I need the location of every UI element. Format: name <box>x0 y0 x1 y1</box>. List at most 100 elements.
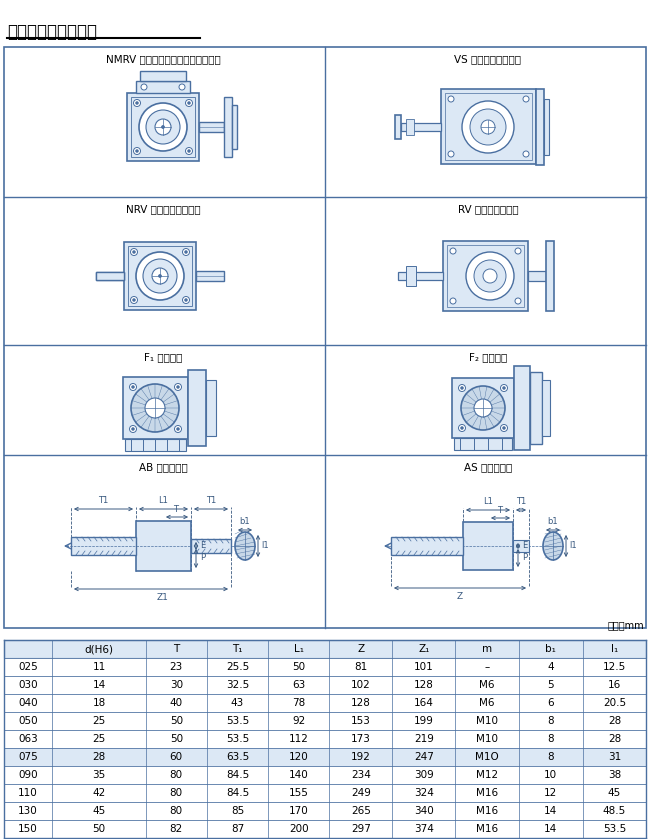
Text: 102: 102 <box>351 680 370 690</box>
Circle shape <box>139 103 187 151</box>
Circle shape <box>460 387 463 389</box>
Text: 040: 040 <box>18 698 38 708</box>
Bar <box>452 378 514 438</box>
Bar <box>4 766 646 784</box>
Circle shape <box>450 298 456 304</box>
Text: NMRV 带输入法兰减速机（配电机）: NMRV 带输入法兰减速机（配电机） <box>105 54 220 64</box>
Text: AS 单向输出轴: AS 单向输出轴 <box>464 462 512 472</box>
Circle shape <box>133 148 140 154</box>
Text: Z: Z <box>358 644 364 654</box>
Text: 249: 249 <box>351 788 370 798</box>
Text: M16: M16 <box>476 806 498 816</box>
Circle shape <box>155 119 171 135</box>
Bar <box>514 366 530 450</box>
Text: M16: M16 <box>476 788 498 798</box>
Text: M10: M10 <box>476 716 498 726</box>
Circle shape <box>185 251 187 253</box>
Text: 120: 120 <box>289 752 309 762</box>
Bar <box>406 119 414 135</box>
Bar <box>398 272 443 280</box>
Text: d(H6): d(H6) <box>84 644 114 654</box>
Circle shape <box>133 299 135 301</box>
Bar <box>4 730 646 748</box>
Text: 063: 063 <box>18 734 38 744</box>
Bar <box>395 115 401 139</box>
Text: 单位：mm: 单位：mm <box>607 620 644 630</box>
Text: 25: 25 <box>92 716 105 726</box>
Circle shape <box>135 149 138 153</box>
Text: 45: 45 <box>608 788 621 798</box>
Circle shape <box>133 251 135 253</box>
Circle shape <box>129 383 136 390</box>
Text: T: T <box>174 505 179 514</box>
Text: 48.5: 48.5 <box>603 806 626 816</box>
Bar <box>96 272 124 280</box>
Text: Z₁: Z₁ <box>418 644 430 654</box>
Bar <box>206 380 216 436</box>
Text: b1: b1 <box>548 517 558 526</box>
Text: b1: b1 <box>240 517 250 526</box>
Text: T1: T1 <box>516 497 526 506</box>
Bar <box>445 93 532 160</box>
Circle shape <box>141 84 147 90</box>
Circle shape <box>145 398 165 418</box>
Text: F₂ 输出法兰: F₂ 输出法兰 <box>469 352 507 362</box>
Text: 265: 265 <box>351 806 370 816</box>
Circle shape <box>174 425 181 432</box>
Text: RV 带延伸的轴输入: RV 带延伸的轴输入 <box>458 204 518 214</box>
Text: 28: 28 <box>608 716 621 726</box>
Bar <box>123 377 188 439</box>
Bar <box>128 246 192 306</box>
Text: l1: l1 <box>569 541 577 550</box>
Bar <box>391 537 463 555</box>
Circle shape <box>500 384 508 392</box>
Text: 85: 85 <box>231 806 244 816</box>
Text: 14: 14 <box>544 824 557 834</box>
Text: 四、输入输出方式图: 四、输入输出方式图 <box>7 23 97 41</box>
Text: 25: 25 <box>92 734 105 744</box>
Text: 53.5: 53.5 <box>603 824 626 834</box>
Circle shape <box>458 425 465 431</box>
Bar <box>136 81 190 93</box>
Circle shape <box>177 385 179 388</box>
Circle shape <box>474 260 506 292</box>
Text: E: E <box>200 541 205 550</box>
Circle shape <box>133 100 140 107</box>
Text: 374: 374 <box>414 824 434 834</box>
Text: T: T <box>497 506 502 515</box>
Text: 12.5: 12.5 <box>603 662 626 672</box>
Circle shape <box>131 428 135 430</box>
Text: T1: T1 <box>98 496 109 505</box>
Text: 12: 12 <box>544 788 557 798</box>
Text: 32.5: 32.5 <box>226 680 249 690</box>
Text: 247: 247 <box>414 752 434 762</box>
Text: AB 双向输出轴: AB 双向输出轴 <box>138 462 187 472</box>
Text: 53.5: 53.5 <box>226 716 249 726</box>
Bar <box>4 694 646 712</box>
Circle shape <box>523 151 529 157</box>
Text: Z: Z <box>457 592 463 601</box>
Bar <box>136 521 191 571</box>
Text: 219: 219 <box>414 734 434 744</box>
Text: 84.5: 84.5 <box>226 788 249 798</box>
Text: 112: 112 <box>289 734 309 744</box>
Text: 92: 92 <box>292 716 306 726</box>
Bar <box>4 820 646 838</box>
Bar <box>4 47 646 628</box>
Text: 80: 80 <box>170 806 183 816</box>
Text: 128: 128 <box>414 680 434 690</box>
Circle shape <box>523 96 529 102</box>
Circle shape <box>500 425 508 431</box>
Circle shape <box>461 386 505 430</box>
Text: M6: M6 <box>479 698 495 708</box>
Text: 80: 80 <box>170 770 183 780</box>
Text: M6: M6 <box>479 680 495 690</box>
Bar <box>124 242 196 310</box>
Text: 31: 31 <box>608 752 621 762</box>
Text: 50: 50 <box>170 716 183 726</box>
Bar <box>447 245 524 307</box>
Text: 35: 35 <box>92 770 105 780</box>
Circle shape <box>152 268 168 284</box>
Text: 82: 82 <box>170 824 183 834</box>
Text: T₁: T₁ <box>232 644 242 654</box>
